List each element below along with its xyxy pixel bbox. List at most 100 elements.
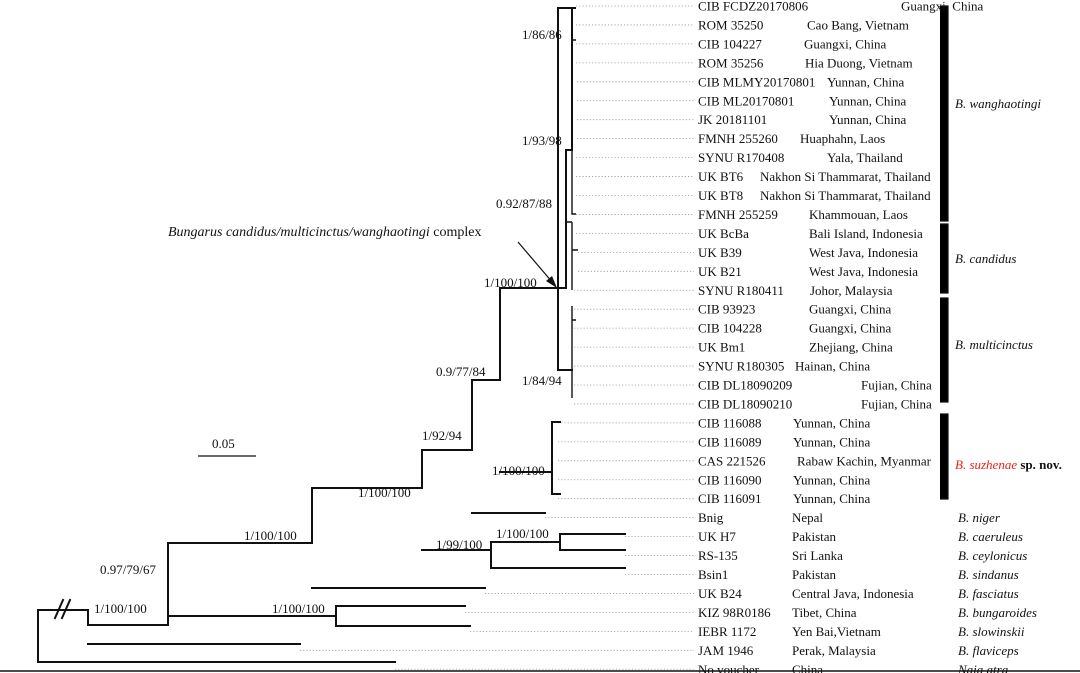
taxon-locality: Fujian, China <box>861 378 932 393</box>
support-value: 1/100/100 <box>94 601 147 616</box>
support-value: 1/86/86 <box>522 27 562 42</box>
taxon-locality: Yunnan, China <box>793 491 871 506</box>
taxon-voucher: CIB FCDZ20170806 <box>698 0 809 14</box>
new-species-suffix: sp. nov. <box>1017 457 1062 472</box>
taxon-species: B. ceylonicus <box>958 548 1027 563</box>
taxon-species: B. niger <box>958 510 1001 525</box>
taxon-voucher: UK B39 <box>698 245 742 260</box>
taxon-voucher: FMNH 255260 <box>698 131 778 146</box>
taxon-labels: CIB FCDZ20170806 Guangxi, China ROM 35250 C… <box>698 0 1037 673</box>
taxon-voucher: KIZ 98R0186 <box>698 605 771 620</box>
taxon-voucher: UK BT8 <box>698 188 743 203</box>
clade-label: B. candidus <box>955 251 1016 266</box>
taxon-voucher: JAM 1946 <box>698 643 754 658</box>
taxon-locality: Yunnan, China <box>829 112 907 127</box>
taxon-voucher: IEBR 1172 <box>698 624 756 639</box>
taxon-locality: Yunnan, China <box>793 434 871 449</box>
taxon-locality: Cao Bang, Vietnam <box>807 17 909 32</box>
taxon-locality: Yala, Thailand <box>827 150 903 165</box>
taxon-voucher: UK BT6 <box>698 169 744 184</box>
taxon-locality: West Java, Indonesia <box>809 264 918 279</box>
tip-guide-lines <box>300 5 694 670</box>
support-value: 1/100/100 <box>358 485 411 500</box>
taxon-species: B. slowinskii <box>958 624 1025 639</box>
taxon-voucher: CIB 116089 <box>698 434 761 449</box>
taxon-voucher: UK B24 <box>698 586 742 601</box>
new-species-name: B. suzhenae <box>955 457 1017 472</box>
taxon-locality: Tibet, China <box>792 605 857 620</box>
taxon-locality: West Java, Indonesia <box>809 245 918 260</box>
taxon-voucher: CIB 116088 <box>698 415 761 430</box>
clade-brackets <box>940 5 949 500</box>
taxon-locality: Yunnan, China <box>793 415 871 430</box>
taxon-locality: Yunnan, China <box>829 93 907 108</box>
taxon-locality: Guangxi, China <box>809 302 892 317</box>
support-value: 0.9/77/84 <box>436 364 486 379</box>
taxon-voucher: CIB 104227 <box>698 36 762 51</box>
support-value: 0.97/79/67 <box>100 562 156 577</box>
taxon-voucher: SYNU R170408 <box>698 150 784 165</box>
support-value: 1/84/94 <box>522 373 562 388</box>
complex-label: Bungarus candidus/multicinctus/wanghaoti… <box>168 225 481 240</box>
taxon-locality: Guangxi, China <box>901 0 984 14</box>
taxon-voucher: CIB MLMY20170801 <box>698 74 815 89</box>
taxon-voucher: CIB 116090 <box>698 472 761 487</box>
taxon-voucher: CIB 116091 <box>698 491 761 506</box>
taxon-locality: Yen Bai,Vietnam <box>792 624 881 639</box>
taxon-locality: Nakhon Si Thammarat, Thailand <box>760 188 931 203</box>
support-value: 1/93/98 <box>522 133 562 148</box>
taxon-voucher: CIB ML20170801 <box>698 93 794 108</box>
taxon-voucher: CIB 93923 <box>698 302 755 317</box>
taxon-voucher: FMNH 255259 <box>698 207 778 222</box>
support-value: 1/100/100 <box>496 526 549 541</box>
support-value: 0.92/87/88 <box>496 196 552 211</box>
support-value: 1/92/94 <box>422 428 462 443</box>
taxon-locality: Yunnan, China <box>827 74 905 89</box>
taxon-voucher: RS-135 <box>698 548 738 563</box>
taxon-locality: Rabaw Kachin, Myanmar <box>797 453 932 468</box>
taxon-locality: Nepal <box>792 510 823 525</box>
taxon-locality: Central Java, Indonesia <box>792 586 914 601</box>
taxon-voucher: UK H7 <box>698 529 736 544</box>
taxon-locality: Pakistan <box>792 567 837 582</box>
taxon-locality: Yunnan, China <box>793 472 871 487</box>
taxon-voucher: CAS 221526 <box>698 453 766 468</box>
taxon-voucher: Bnig <box>698 510 724 525</box>
taxon-species: B. fasciatus <box>958 586 1019 601</box>
taxon-locality: Nakhon Si Thammarat, Thailand <box>760 169 931 184</box>
taxon-voucher: UK Bm1 <box>698 340 745 355</box>
taxon-locality: Sri Lanka <box>792 548 843 563</box>
taxon-locality: Hia Duong, Vietnam <box>805 55 913 70</box>
taxon-voucher: UK BcBa <box>698 226 749 241</box>
taxon-locality: Huaphahn, Laos <box>800 131 885 146</box>
taxon-locality: Guangxi, China <box>804 36 887 51</box>
clade-label: B. multicinctus <box>955 337 1033 352</box>
new-species-label: B. suzhenae sp. nov. <box>955 457 1062 472</box>
taxon-locality: Pakistan <box>792 529 837 544</box>
taxon-species: B. caeruleus <box>958 529 1023 544</box>
tree-branches <box>37 7 626 663</box>
scale-bar: 0.05 <box>198 436 256 457</box>
support-value: 1/100/100 <box>272 601 325 616</box>
taxon-locality: Guangxi, China <box>809 321 892 336</box>
taxon-species: Naja atra <box>957 662 1009 673</box>
taxon-species: B. bungaroides <box>958 605 1037 620</box>
taxon-locality: Johor, Malaysia <box>810 283 893 298</box>
taxon-locality: Zhejiang, China <box>809 340 893 355</box>
taxon-voucher: No voucher <box>698 662 760 673</box>
taxon-locality: Bali Island, Indonesia <box>809 226 923 241</box>
taxon-locality: China <box>792 662 823 673</box>
complex-arrow <box>517 241 557 288</box>
support-value: 1/100/100 <box>484 275 537 290</box>
taxon-voucher: ROM 35250 <box>698 17 763 32</box>
taxon-voucher: SYNU R180411 <box>698 283 784 298</box>
taxon-voucher: CIB 104228 <box>698 321 762 336</box>
taxon-voucher: CIB DL18090209 <box>698 378 792 393</box>
taxon-voucher: JK 20181101 <box>698 112 767 127</box>
taxon-species: B. sindanus <box>958 567 1019 582</box>
taxon-species: B. flaviceps <box>958 643 1019 658</box>
taxon-locality: Perak, Malaysia <box>792 643 876 658</box>
clade-label: B. wanghaotingi <box>955 96 1041 111</box>
complex-label-name: Bungarus candidus/multicinctus/wanghaoti… <box>168 225 430 240</box>
